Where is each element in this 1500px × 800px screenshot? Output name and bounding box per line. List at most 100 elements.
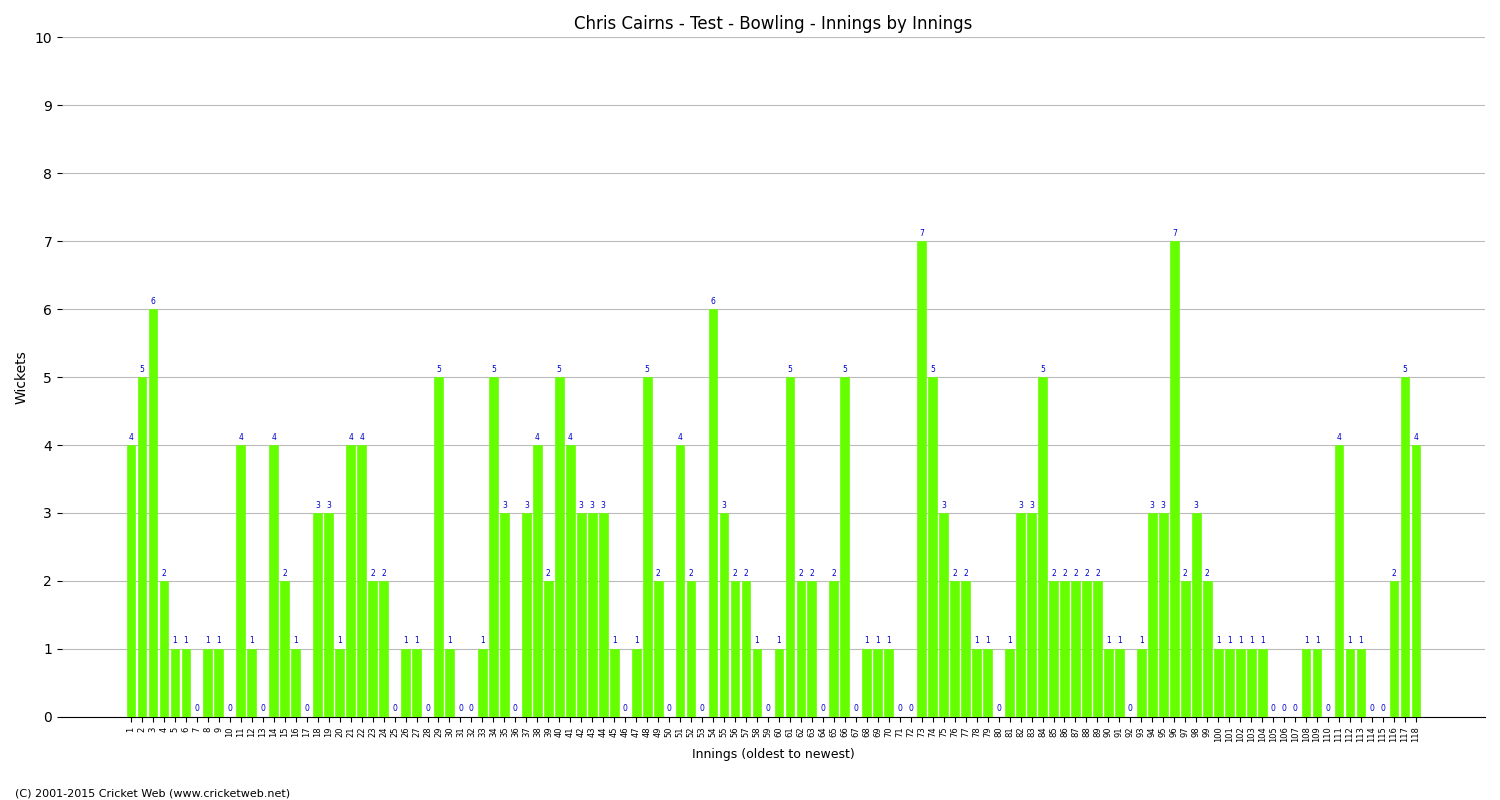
Text: 1: 1 xyxy=(1138,637,1143,646)
Bar xyxy=(1214,649,1222,717)
Text: 2: 2 xyxy=(282,569,286,578)
Text: 5: 5 xyxy=(1040,365,1046,374)
Text: 2: 2 xyxy=(688,569,693,578)
Bar xyxy=(248,649,256,717)
Text: 2: 2 xyxy=(952,569,957,578)
Bar xyxy=(1038,377,1047,717)
Text: 5: 5 xyxy=(930,365,934,374)
Text: 3: 3 xyxy=(1029,501,1033,510)
Bar xyxy=(380,581,388,717)
Text: 2: 2 xyxy=(732,569,738,578)
Text: 2: 2 xyxy=(810,569,814,578)
Bar xyxy=(840,377,849,717)
Bar xyxy=(644,377,651,717)
Bar xyxy=(544,581,552,717)
Bar xyxy=(291,649,300,717)
Bar xyxy=(1071,581,1080,717)
Text: 2: 2 xyxy=(370,569,375,578)
Bar xyxy=(1226,649,1233,717)
Bar xyxy=(741,581,750,717)
Bar xyxy=(610,649,618,717)
Text: 1: 1 xyxy=(447,637,452,646)
Text: 0: 0 xyxy=(821,705,825,714)
Text: 5: 5 xyxy=(1402,365,1407,374)
Bar xyxy=(774,649,783,717)
Text: 1: 1 xyxy=(864,637,868,646)
Text: 1: 1 xyxy=(754,637,759,646)
Text: 5: 5 xyxy=(490,365,496,374)
Text: 4: 4 xyxy=(348,433,352,442)
Text: 5: 5 xyxy=(140,365,144,374)
Text: (C) 2001-2015 Cricket Web (www.cricketweb.net): (C) 2001-2015 Cricket Web (www.cricketwe… xyxy=(15,788,290,798)
Bar xyxy=(720,513,729,717)
Text: 0: 0 xyxy=(853,705,858,714)
Bar xyxy=(578,513,585,717)
Text: 2: 2 xyxy=(1062,569,1066,578)
Text: 2: 2 xyxy=(1072,569,1078,578)
Text: 1: 1 xyxy=(206,637,210,646)
Text: 0: 0 xyxy=(1293,705,1298,714)
Bar xyxy=(237,445,244,717)
Bar xyxy=(1236,649,1245,717)
Bar xyxy=(1346,649,1354,717)
Bar xyxy=(324,513,333,717)
Text: 3: 3 xyxy=(315,501,320,510)
Text: 2: 2 xyxy=(162,569,166,578)
Text: 4: 4 xyxy=(358,433,364,442)
Text: 1: 1 xyxy=(986,637,990,646)
Text: 4: 4 xyxy=(536,433,540,442)
Text: 4: 4 xyxy=(272,433,276,442)
Bar xyxy=(148,309,158,717)
Bar xyxy=(357,445,366,717)
Text: 3: 3 xyxy=(940,501,946,510)
Bar xyxy=(951,581,958,717)
Text: 3: 3 xyxy=(1161,501,1166,510)
Text: 2: 2 xyxy=(1392,569,1396,578)
Text: 3: 3 xyxy=(579,501,584,510)
Text: 1: 1 xyxy=(886,637,891,646)
Bar xyxy=(182,649,190,717)
Text: 4: 4 xyxy=(1413,433,1419,442)
Bar xyxy=(126,445,135,717)
Bar xyxy=(159,581,168,717)
Text: 1: 1 xyxy=(1250,637,1254,646)
Bar xyxy=(1192,513,1200,717)
Text: 3: 3 xyxy=(722,501,726,510)
Bar xyxy=(1389,581,1398,717)
Text: 1: 1 xyxy=(1314,637,1320,646)
Bar xyxy=(532,445,542,717)
Text: 1: 1 xyxy=(1238,637,1242,646)
Bar xyxy=(336,649,344,717)
Text: 1: 1 xyxy=(404,637,408,646)
Bar xyxy=(928,377,938,717)
Bar xyxy=(862,649,871,717)
Text: 1: 1 xyxy=(414,637,419,646)
Bar xyxy=(1137,649,1146,717)
Bar xyxy=(982,649,992,717)
Bar xyxy=(446,649,454,717)
Text: 2: 2 xyxy=(656,569,660,578)
Bar xyxy=(1094,581,1102,717)
Bar xyxy=(962,581,970,717)
Text: 1: 1 xyxy=(612,637,616,646)
Text: 0: 0 xyxy=(897,705,902,714)
Text: 2: 2 xyxy=(798,569,804,578)
Bar xyxy=(413,649,422,717)
Text: 0: 0 xyxy=(622,705,627,714)
Text: 0: 0 xyxy=(1380,705,1386,714)
Text: 2: 2 xyxy=(381,569,386,578)
Text: 3: 3 xyxy=(326,501,332,510)
Bar xyxy=(885,649,892,717)
Text: 0: 0 xyxy=(228,705,232,714)
Text: 0: 0 xyxy=(195,705,200,714)
Text: 2: 2 xyxy=(1204,569,1209,578)
Text: 1: 1 xyxy=(1216,637,1221,646)
Text: 0: 0 xyxy=(304,705,309,714)
Bar xyxy=(522,513,531,717)
Text: 5: 5 xyxy=(556,365,561,374)
Text: 1: 1 xyxy=(1007,637,1013,646)
Bar xyxy=(478,649,488,717)
Text: 0: 0 xyxy=(458,705,464,714)
Text: 2: 2 xyxy=(1184,569,1188,578)
Bar xyxy=(753,649,762,717)
